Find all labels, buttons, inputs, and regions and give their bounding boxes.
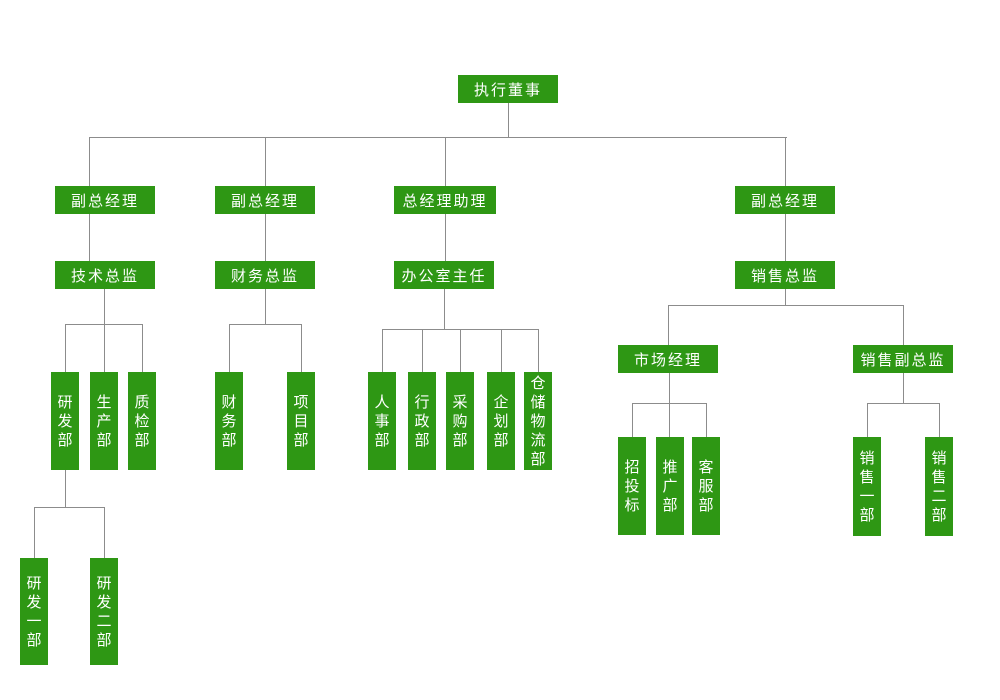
org-node-purchasing-dept[interactable]: 采购部 bbox=[446, 372, 474, 470]
org-node-market-manager[interactable]: 市场经理 bbox=[618, 345, 718, 373]
connector-line bbox=[445, 137, 446, 186]
org-node-deputy-gm-2[interactable]: 副总经理 bbox=[215, 186, 315, 214]
connector-line bbox=[265, 214, 266, 261]
org-node-production-dept[interactable]: 生产部 bbox=[90, 372, 118, 470]
connector-line bbox=[632, 403, 633, 437]
connector-line bbox=[508, 103, 509, 137]
connector-line bbox=[104, 289, 105, 324]
connector-line bbox=[142, 324, 143, 372]
connector-line bbox=[301, 324, 302, 372]
connector-line bbox=[65, 324, 66, 372]
connector-line bbox=[867, 403, 940, 404]
connector-line bbox=[706, 403, 707, 437]
connector-line bbox=[501, 329, 502, 372]
connector-line bbox=[785, 214, 786, 261]
connector-line bbox=[422, 329, 423, 372]
org-node-promotion-dept[interactable]: 推广部 bbox=[656, 437, 684, 535]
org-node-rd-dept-1[interactable]: 研发一部 bbox=[20, 558, 48, 665]
connector-line bbox=[89, 214, 90, 261]
connector-line bbox=[538, 329, 539, 372]
connector-line bbox=[34, 507, 105, 508]
org-node-deputy-sales-director[interactable]: 销售副总监 bbox=[853, 345, 953, 373]
org-node-project-dept[interactable]: 项目部 bbox=[287, 372, 315, 470]
connector-line bbox=[104, 324, 105, 372]
org-node-sales-director[interactable]: 销售总监 bbox=[735, 261, 835, 289]
connector-line bbox=[668, 305, 904, 306]
connector-line bbox=[445, 214, 446, 261]
org-node-customer-service-dept[interactable]: 客服部 bbox=[692, 437, 720, 535]
connector-line bbox=[382, 329, 383, 372]
connector-line bbox=[903, 373, 904, 403]
org-node-bidding-dept[interactable]: 招投标 bbox=[618, 437, 646, 535]
org-node-deputy-gm-1[interactable]: 副总经理 bbox=[55, 186, 155, 214]
connector-line bbox=[265, 137, 266, 186]
connector-line bbox=[65, 470, 66, 507]
connector-line bbox=[104, 507, 105, 558]
org-node-sales-dept-1[interactable]: 销售一部 bbox=[853, 437, 881, 536]
org-node-sales-dept-2[interactable]: 销售二部 bbox=[925, 437, 953, 536]
connector-line bbox=[229, 324, 230, 372]
org-node-warehouse-logistics-dept[interactable]: 仓储物流部 bbox=[524, 372, 552, 470]
connector-line bbox=[444, 289, 445, 329]
connector-line bbox=[89, 137, 787, 138]
connector-line bbox=[34, 507, 35, 558]
org-node-deputy-gm-3[interactable]: 副总经理 bbox=[735, 186, 835, 214]
org-node-hr-dept[interactable]: 人事部 bbox=[368, 372, 396, 470]
org-node-qa-dept[interactable]: 质检部 bbox=[128, 372, 156, 470]
org-node-tech-director[interactable]: 技术总监 bbox=[55, 261, 155, 289]
org-node-admin-dept[interactable]: 行政部 bbox=[408, 372, 436, 470]
connector-line bbox=[785, 137, 786, 186]
connector-line bbox=[669, 373, 670, 403]
org-node-finance-director[interactable]: 财务总监 bbox=[215, 261, 315, 289]
org-node-finance-dept[interactable]: 财务部 bbox=[215, 372, 243, 470]
connector-line bbox=[669, 403, 670, 437]
connector-line bbox=[265, 289, 266, 324]
org-node-rd-dept-2[interactable]: 研发二部 bbox=[90, 558, 118, 665]
connector-line bbox=[460, 329, 461, 372]
connector-line bbox=[785, 289, 786, 305]
org-node-rd-dept[interactable]: 研发部 bbox=[51, 372, 79, 470]
org-node-office-director[interactable]: 办公室主任 bbox=[394, 261, 494, 289]
connector-line bbox=[89, 137, 90, 186]
connector-line bbox=[867, 403, 868, 437]
connector-line bbox=[939, 403, 940, 437]
org-node-gm-assistant[interactable]: 总经理助理 bbox=[394, 186, 496, 214]
connector-line bbox=[903, 305, 904, 345]
connector-line bbox=[668, 305, 669, 345]
org-node-executive-director[interactable]: 执行董事 bbox=[458, 75, 558, 103]
org-node-planning-dept[interactable]: 企划部 bbox=[487, 372, 515, 470]
connector-line bbox=[229, 324, 302, 325]
